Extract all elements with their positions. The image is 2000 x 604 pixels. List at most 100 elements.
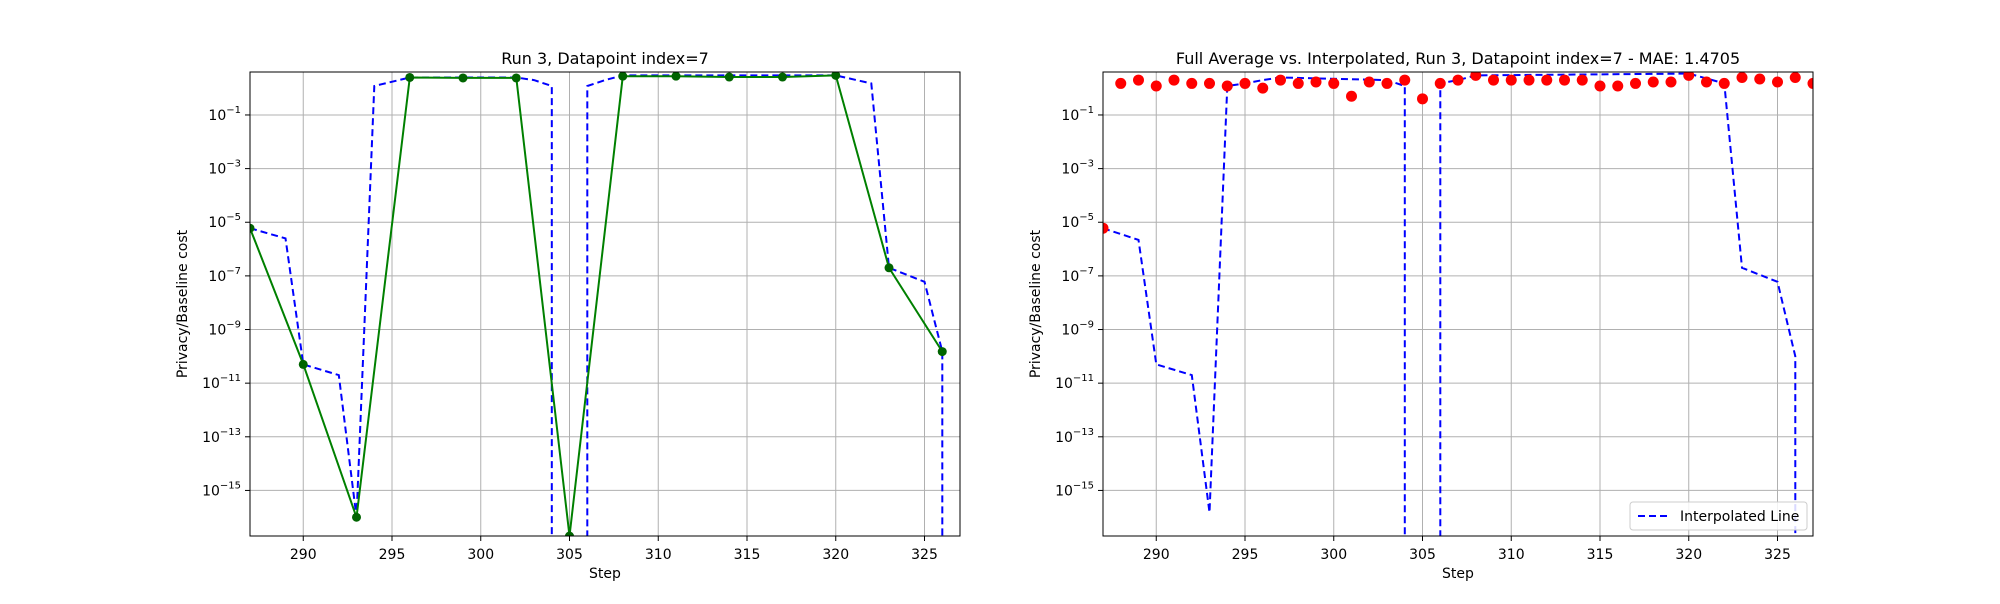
y-tick-label: 10−13 (202, 427, 241, 446)
legend: Interpolated Line (1629, 501, 1808, 531)
scatter-point (1417, 93, 1428, 105)
series-point (298, 359, 308, 369)
y-tick-label: 10−11 (202, 373, 241, 392)
scatter-point (1594, 80, 1606, 92)
y-tick-label: 10−3 (208, 159, 241, 178)
x-tick-label: 295 (379, 547, 406, 563)
scatter-point (1701, 76, 1712, 88)
scatter-point (1275, 74, 1286, 86)
series-point (352, 512, 361, 522)
x-tick-label: 290 (1143, 547, 1170, 563)
scatter-point (1103, 222, 1109, 234)
series-line-dashed (1103, 72, 1797, 536)
x-tick-label: 305 (1409, 547, 1436, 563)
scatter-point (1789, 72, 1801, 83)
y-tick-label: 10−15 (202, 480, 241, 499)
scatter-point (1115, 77, 1127, 89)
x-tick-label: 315 (734, 547, 761, 563)
y-tick-label: 10−13 (1055, 427, 1094, 446)
x-tick-label: 320 (1675, 547, 1702, 563)
chart-title: Run 3, Datapoint index=7 (501, 49, 709, 68)
y-tick-label: 10−9 (1061, 320, 1094, 339)
scatter-point (1168, 74, 1180, 86)
plot-area (250, 72, 947, 536)
series-point (671, 72, 681, 81)
scatter-point (1221, 80, 1233, 92)
grid (1103, 72, 1813, 536)
y-tick-label: 10−9 (208, 320, 241, 339)
series-point (831, 72, 841, 80)
scatter-point (1559, 74, 1570, 86)
x-tick-label: 310 (1498, 547, 1525, 563)
y-axis-label: Privacy/Baseline cost (175, 229, 191, 378)
x-tick-label: 300 (467, 547, 494, 563)
scatter-point (1204, 77, 1215, 89)
x-tick-label: 305 (556, 547, 583, 563)
scatter-point (1630, 77, 1641, 89)
scatter-point (1239, 77, 1251, 89)
scatter-point (1488, 74, 1499, 86)
chart-title: Full Average vs. Interpolated, Run 3, Da… (1176, 49, 1740, 68)
y-tick-label: 10−11 (1055, 373, 1094, 392)
x-tick-label: 320 (822, 547, 849, 563)
scatter-point (1452, 74, 1464, 86)
scatter-point (1434, 77, 1446, 89)
scatter-point (1754, 73, 1766, 85)
y-tick-label: 10−3 (1061, 159, 1094, 178)
series-point (884, 263, 894, 273)
x-tick-label: 290 (290, 547, 317, 563)
y-tick-label: 10−5 (1061, 212, 1094, 231)
y-tick-label: 10−7 (1061, 266, 1094, 285)
scatter-point (1718, 77, 1730, 89)
legend-label: Interpolated Line (1680, 509, 1799, 525)
scatter-point (1470, 72, 1482, 81)
scatter-point (1346, 90, 1357, 102)
series-point (618, 72, 628, 81)
x-tick-label: 310 (645, 547, 672, 563)
series-point (458, 73, 468, 83)
scatter-point (1736, 72, 1748, 83)
scatter-point (1257, 82, 1269, 94)
x-tick-label: 300 (1320, 547, 1347, 563)
y-tick-label: 10−1 (208, 105, 241, 124)
scatter-point (1807, 77, 1813, 89)
right-chart: 290 295 300 305 310 315 320 325 10−1 10−3 10−5 10−7… (1028, 49, 1814, 582)
scatter-point (1647, 76, 1659, 88)
x-tick-label: 325 (911, 547, 938, 563)
scatter-point (1523, 74, 1535, 86)
scatter-point (1150, 80, 1162, 92)
x-tick-label: 325 (1764, 547, 1791, 563)
scatter-point (1186, 77, 1198, 89)
y-axis-label: Privacy/Baseline cost (1028, 229, 1044, 378)
series-line-solid (250, 74, 944, 536)
x-axis-label: Step (1442, 566, 1474, 582)
scatter-point (1328, 77, 1340, 89)
series-point (937, 347, 947, 357)
scatter-point (1381, 77, 1393, 89)
y-tick-label: 10−15 (1055, 480, 1094, 499)
series-point (565, 531, 574, 536)
y-tick-label: 10−1 (1061, 105, 1094, 124)
scatter-point (1399, 74, 1411, 86)
plot-frame (1102, 71, 1814, 537)
x-tick-label: 315 (1587, 547, 1614, 563)
series-line-dashed (250, 74, 944, 536)
left-chart: 290 295 300 305 310 315 320 325 10−1 10−3 10−5 10−7… (175, 49, 961, 582)
scatter-point (1310, 76, 1322, 88)
scatter-point (1665, 76, 1677, 88)
scatter-point (1363, 76, 1375, 88)
y-tick-label: 10−7 (208, 266, 241, 285)
scatter-point (1772, 76, 1783, 88)
plot-frame (249, 71, 961, 537)
scatter-point (1683, 72, 1695, 81)
x-axis-label: Step (589, 566, 621, 582)
scatter-point (1505, 74, 1517, 86)
scatter-point (1612, 80, 1624, 92)
scatter-point (1576, 74, 1588, 86)
series-point (511, 73, 521, 83)
scatter-point (1541, 74, 1553, 86)
series-point (724, 72, 734, 82)
y-tick-label: 10−5 (208, 212, 241, 231)
